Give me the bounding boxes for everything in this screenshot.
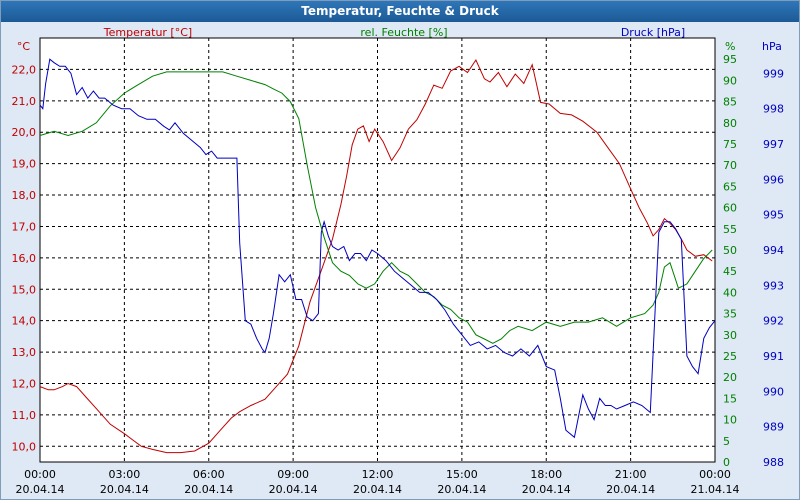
x-tick-date: 20.04.14	[522, 483, 571, 496]
x-tick-date: 20.04.14	[437, 483, 486, 496]
x-tick-time: 15:00	[446, 468, 478, 481]
series-layer	[39, 58, 716, 454]
humidity-tick-label: 5	[723, 435, 730, 448]
humidity-tick-label: 0	[723, 456, 730, 469]
x-tick-time: 00:00	[24, 468, 56, 481]
temperature-tick-label: 19,0	[12, 158, 37, 171]
x-tick-time: 21:00	[615, 468, 647, 481]
temperature-tick-label: 22,0	[12, 63, 37, 76]
humidity-unit-label: %	[725, 40, 735, 53]
humidity-tick-label: 55	[723, 223, 737, 236]
temperature-tick-label: 20,0	[12, 126, 37, 139]
humidity-legend-label: rel. Feuchte [%]	[360, 26, 447, 39]
temperature-tick-label: 13,0	[12, 346, 37, 359]
pressure-unit-label: hPa	[762, 40, 782, 53]
temperature-tick-label: 15,0	[12, 283, 37, 296]
ticks-layer: 00:00 20.04.14 03:00 20.04.14 06:00 20.04.14 0…	[12, 53, 785, 496]
humidity-tick-label: 60	[723, 202, 737, 215]
x-tick-time: 18:00	[530, 468, 562, 481]
pressure-tick-label: 993	[763, 279, 784, 292]
pressure-tick-label: 997	[763, 138, 784, 151]
humidity-tick-label: 50	[723, 244, 737, 257]
temperature-tick-label: 17,0	[12, 220, 37, 233]
pressure-tick-label: 992	[763, 315, 784, 328]
humidity-tick-label: 65	[723, 180, 737, 193]
temperature-tick-label: 21,0	[12, 95, 37, 108]
temperature-tick-label: 14,0	[12, 315, 37, 328]
x-tick-date: 21.04.14	[691, 483, 740, 496]
humidity-tick-label: 85	[723, 96, 737, 109]
pressure-tick-label: 988	[763, 456, 784, 469]
pressure-legend-label: Druck [hPa]	[621, 26, 685, 39]
temperature-series-line	[39, 58, 713, 454]
temperature-unit-label: °C	[17, 40, 31, 53]
window-title: Temperatur, Feuchte & Druck	[1, 1, 799, 22]
x-tick-date: 20.04.14	[269, 483, 318, 496]
x-tick-date: 20.04.14	[16, 483, 65, 496]
humidity-series-line	[39, 71, 713, 344]
temperature-tick-label: 12,0	[12, 377, 37, 390]
humidity-tick-label: 40	[723, 286, 737, 299]
humidity-tick-label: 80	[723, 117, 737, 130]
x-tick-date: 20.04.14	[184, 483, 233, 496]
x-tick-time: 06:00	[193, 468, 225, 481]
pressure-tick-label: 996	[763, 173, 784, 186]
pressure-tick-label: 995	[763, 209, 784, 222]
x-tick-date: 20.04.14	[606, 483, 655, 496]
pressure-tick-label: 999	[763, 67, 784, 80]
x-tick-date: 20.04.14	[353, 483, 402, 496]
temperature-legend-label: Temperatur [°C]	[103, 26, 192, 39]
humidity-tick-label: 30	[723, 329, 737, 342]
humidity-tick-label: 95	[723, 53, 737, 66]
humidity-tick-label: 45	[723, 265, 737, 278]
x-tick-time: 03:00	[109, 468, 141, 481]
temperature-tick-label: 10,0	[12, 440, 37, 453]
humidity-tick-label: 15	[723, 392, 737, 405]
humidity-tick-label: 70	[723, 159, 737, 172]
temperature-tick-label: 18,0	[12, 189, 37, 202]
humidity-tick-label: 35	[723, 308, 737, 321]
temperature-tick-label: 16,0	[12, 252, 37, 265]
x-tick-date: 20.04.14	[100, 483, 149, 496]
humidity-tick-label: 75	[723, 138, 737, 151]
pressure-tick-label: 991	[763, 350, 784, 363]
pressure-tick-label: 990	[763, 385, 784, 398]
grid-lines	[40, 38, 715, 462]
x-tick-time: 00:00	[699, 468, 731, 481]
humidity-tick-label: 90	[723, 74, 737, 87]
pressure-tick-label: 989	[763, 421, 784, 434]
pressure-tick-label: 998	[763, 103, 784, 116]
humidity-tick-label: 10	[723, 414, 737, 427]
x-tick-time: 09:00	[277, 468, 309, 481]
temperature-tick-label: 11,0	[12, 409, 37, 422]
humidity-tick-label: 25	[723, 350, 737, 363]
humidity-tick-label: 20	[723, 371, 737, 384]
pressure-series-line	[39, 58, 716, 439]
pressure-tick-label: 994	[763, 244, 784, 257]
x-tick-time: 12:00	[362, 468, 394, 481]
